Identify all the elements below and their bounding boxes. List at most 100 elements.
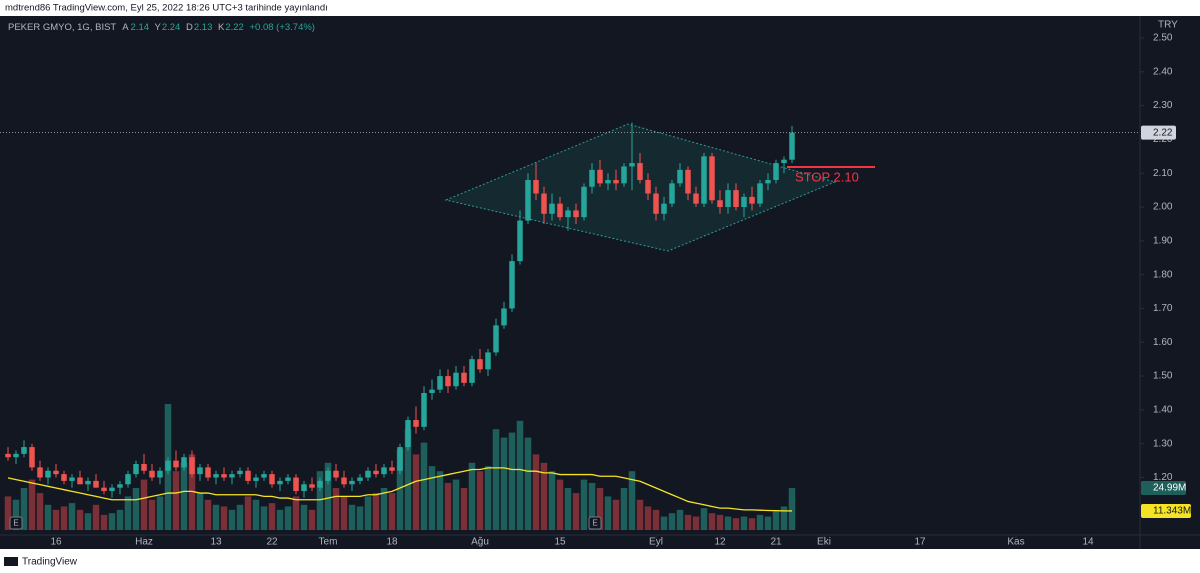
- candle-body: [205, 467, 211, 478]
- candle-body: [301, 484, 307, 492]
- volume-bar: [108, 513, 116, 530]
- volume-bar: [388, 493, 396, 530]
- close-letter: K: [218, 22, 225, 33]
- volume-bar: [540, 462, 548, 530]
- last-price-label: 2.22: [1153, 127, 1173, 138]
- candle-body: [725, 190, 731, 208]
- candle-body: [117, 484, 123, 488]
- published-note: mdtrend86 TradingView.com, Eyl 25, 2022 …: [5, 3, 328, 14]
- diamond-pattern: [444, 123, 837, 252]
- candle-body: [253, 477, 259, 481]
- volume-bar: [84, 513, 92, 530]
- volume-bar: [708, 513, 716, 530]
- candle-body: [765, 179, 771, 184]
- volume-bar: [36, 493, 44, 530]
- candle-body: [509, 261, 515, 309]
- candle-body: [397, 447, 403, 471]
- candle-body: [525, 179, 531, 221]
- candle-body: [741, 196, 747, 208]
- candle-body: [405, 420, 411, 448]
- x-tick-label: 14: [1082, 537, 1094, 548]
- volume-bar: [580, 479, 588, 530]
- candle-body: [421, 392, 427, 427]
- y-tick-label: 1.90: [1153, 235, 1173, 246]
- volume-bar: [692, 516, 700, 530]
- candle-body: [333, 470, 339, 478]
- y-tick-label: 1.30: [1153, 438, 1173, 449]
- volume-bar: [772, 511, 780, 530]
- candle-body: [669, 183, 675, 204]
- brand-logo: [4, 557, 18, 566]
- y-tick-label: 1.60: [1153, 337, 1173, 348]
- volume-bar: [588, 482, 596, 530]
- candle-body: [661, 203, 667, 214]
- candle-body: [173, 460, 179, 468]
- volume-bar: [724, 516, 732, 530]
- chart-background: [0, 16, 1200, 549]
- volume-bar: [116, 509, 124, 530]
- volume-bar: [68, 503, 76, 530]
- candle-body: [533, 179, 539, 194]
- candle-body: [149, 470, 155, 478]
- volume-bar: [148, 499, 156, 530]
- candle-body: [445, 376, 451, 387]
- volume-bar: [532, 454, 540, 530]
- candle-body: [45, 470, 51, 478]
- candle-body: [709, 156, 715, 201]
- candle-body: [293, 477, 299, 492]
- volume-bar: [596, 488, 604, 530]
- x-tick-label: 12: [714, 537, 726, 548]
- candle-body: [53, 470, 59, 475]
- low-letter: D: [186, 22, 193, 33]
- volume-bar: [324, 462, 332, 530]
- candle-body: [29, 447, 35, 468]
- plot: [4, 122, 796, 530]
- volume-bar: [236, 504, 244, 530]
- x-tick-label: 22: [266, 537, 278, 548]
- volume-bar: [180, 462, 188, 530]
- x-tick-label: Eki: [817, 537, 831, 548]
- volume-bar: [196, 493, 204, 530]
- volume-bar: [420, 442, 428, 530]
- volume-bar: [628, 471, 636, 530]
- last-price-box: [1141, 125, 1176, 140]
- ma-value-box: [1141, 503, 1191, 518]
- earnings-icon: [588, 516, 602, 530]
- volume-bar: [556, 479, 564, 530]
- volume-bar: [564, 488, 572, 530]
- volume-bar: [644, 506, 652, 530]
- volume-bar: [316, 471, 324, 530]
- candle-body: [677, 169, 683, 184]
- volume-bar: [468, 462, 476, 530]
- x-tick-label: 18: [386, 537, 398, 548]
- candle-body: [645, 179, 651, 194]
- volume-value-box: [1141, 481, 1186, 496]
- volume-bar: [188, 454, 196, 530]
- y-tick-label: 1.20: [1153, 472, 1173, 483]
- candle-body: [69, 477, 75, 481]
- volume-bar: [228, 509, 236, 530]
- volume-bar: [500, 437, 508, 530]
- volume-bar: [516, 420, 524, 530]
- volume-bar: [292, 496, 300, 530]
- volume-bar: [548, 471, 556, 530]
- candle-body: [589, 169, 595, 187]
- candle-body: [789, 132, 795, 160]
- high-letter: Y: [155, 22, 162, 33]
- volume-bar: [44, 504, 52, 530]
- volume-bar: [700, 508, 708, 530]
- volume-bar: [364, 496, 372, 530]
- candle-body: [621, 166, 627, 184]
- candle-body: [229, 474, 235, 478]
- candle-body: [317, 480, 323, 488]
- volume-bar: [748, 518, 756, 530]
- x-tick-label: Tem: [319, 537, 338, 548]
- volume-bar: [100, 514, 108, 530]
- candle-body: [77, 477, 83, 485]
- volume-bar: [28, 479, 36, 530]
- candle-body: [469, 359, 475, 383]
- volume-bar: [348, 504, 356, 530]
- volume-bar: [356, 506, 364, 530]
- candle-body: [341, 477, 347, 485]
- volume-bar: [412, 454, 420, 530]
